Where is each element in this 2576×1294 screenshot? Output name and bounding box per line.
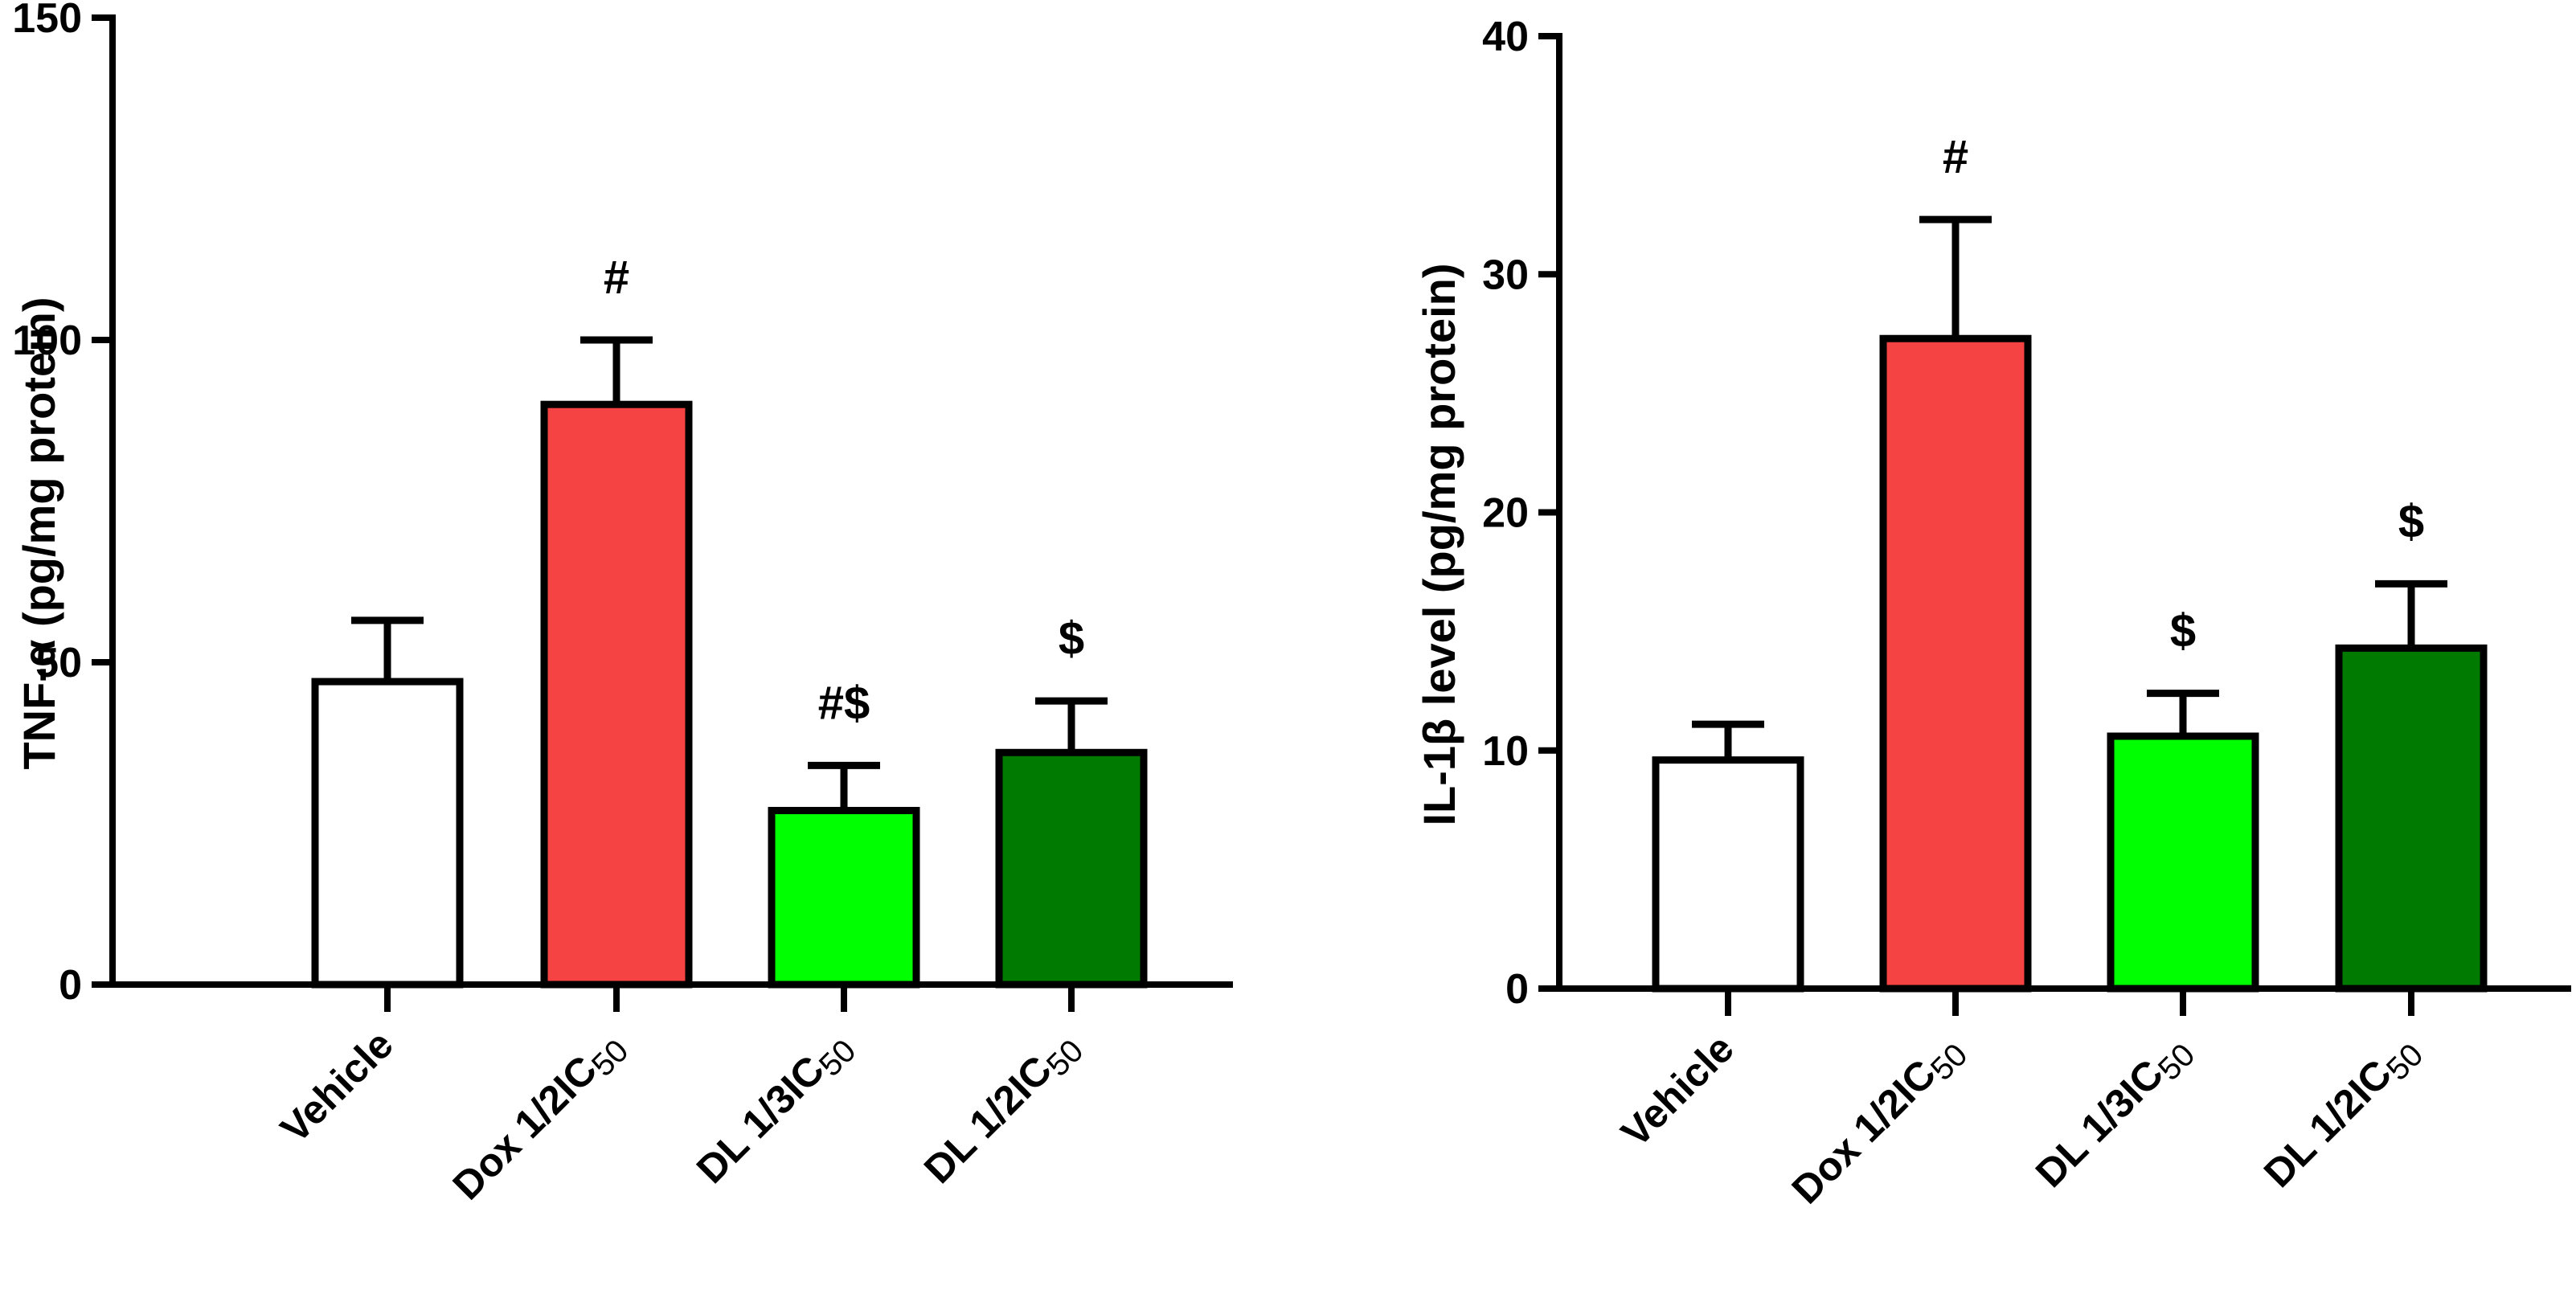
y-tick-label: 50 [35,640,82,686]
category-label-main: DL 1/3IC [2027,1051,2172,1196]
category-label-main: Dox 1/2IC [1784,1051,1945,1213]
category-label-main: Vehicle [272,1022,401,1151]
y-tick-label: 20 [1482,490,1529,537]
y-tick-label: 0 [1505,966,1529,1013]
bar [2335,644,2488,993]
y-tick-label: 100 [12,317,82,364]
significance-label: # [1943,131,1968,183]
category-label: Vehicle [272,1022,401,1151]
y-tick-label: 150 [12,0,82,42]
significance-label: $ [2398,495,2424,547]
significance-label: #$ [818,677,870,729]
bar [540,400,693,989]
bar [768,806,920,989]
category-label-main: Vehicle [1612,1026,1742,1155]
bar [2107,732,2259,993]
bar [1652,756,1804,993]
significance-label: $ [2170,605,2196,657]
category-label: Dox 1/2IC50 [1784,1026,1975,1217]
y-tick-label: 40 [1482,14,1529,60]
bar [1879,334,2032,993]
category-label-main: DL 1/2IC [2255,1051,2400,1196]
category-label: DL 1/3IC50 [2027,1026,2202,1201]
il-1beta-chart: 0 10 20 30 40 IL-1β level (pg/mg protein) Vehi… [1414,14,2571,1217]
category-label: DL 1/3IC50 [688,1022,863,1197]
category-label: Dox 1/2IC50 [444,1022,636,1213]
y-tick-label: 30 [1482,252,1529,298]
category-label-main: DL 1/2IC [915,1047,1060,1192]
significance-label: $ [1059,612,1084,665]
category-label: DL 1/2IC50 [2255,1026,2431,1201]
bar [995,748,1148,989]
category-label: DL 1/2IC50 [915,1022,1091,1197]
y-tick-label: 10 [1482,728,1529,775]
y-axis-label: IL-1β level (pg/mg protein) [1414,264,1464,826]
y-tick-label: 0 [59,962,82,1009]
significance-label: # [604,252,629,304]
bar [311,678,464,989]
category-label: Vehicle [1612,1026,1742,1155]
tnf-alpha-chart: 0 50 100 150 TNF-α (pg/mg protein) Vehicle # Do… [12,0,1233,1213]
category-label-main: Dox 1/2IC [444,1047,606,1209]
category-label-main: DL 1/3IC [688,1047,833,1192]
y-axis-label: TNF-α (pg/mg protein) [14,297,64,769]
